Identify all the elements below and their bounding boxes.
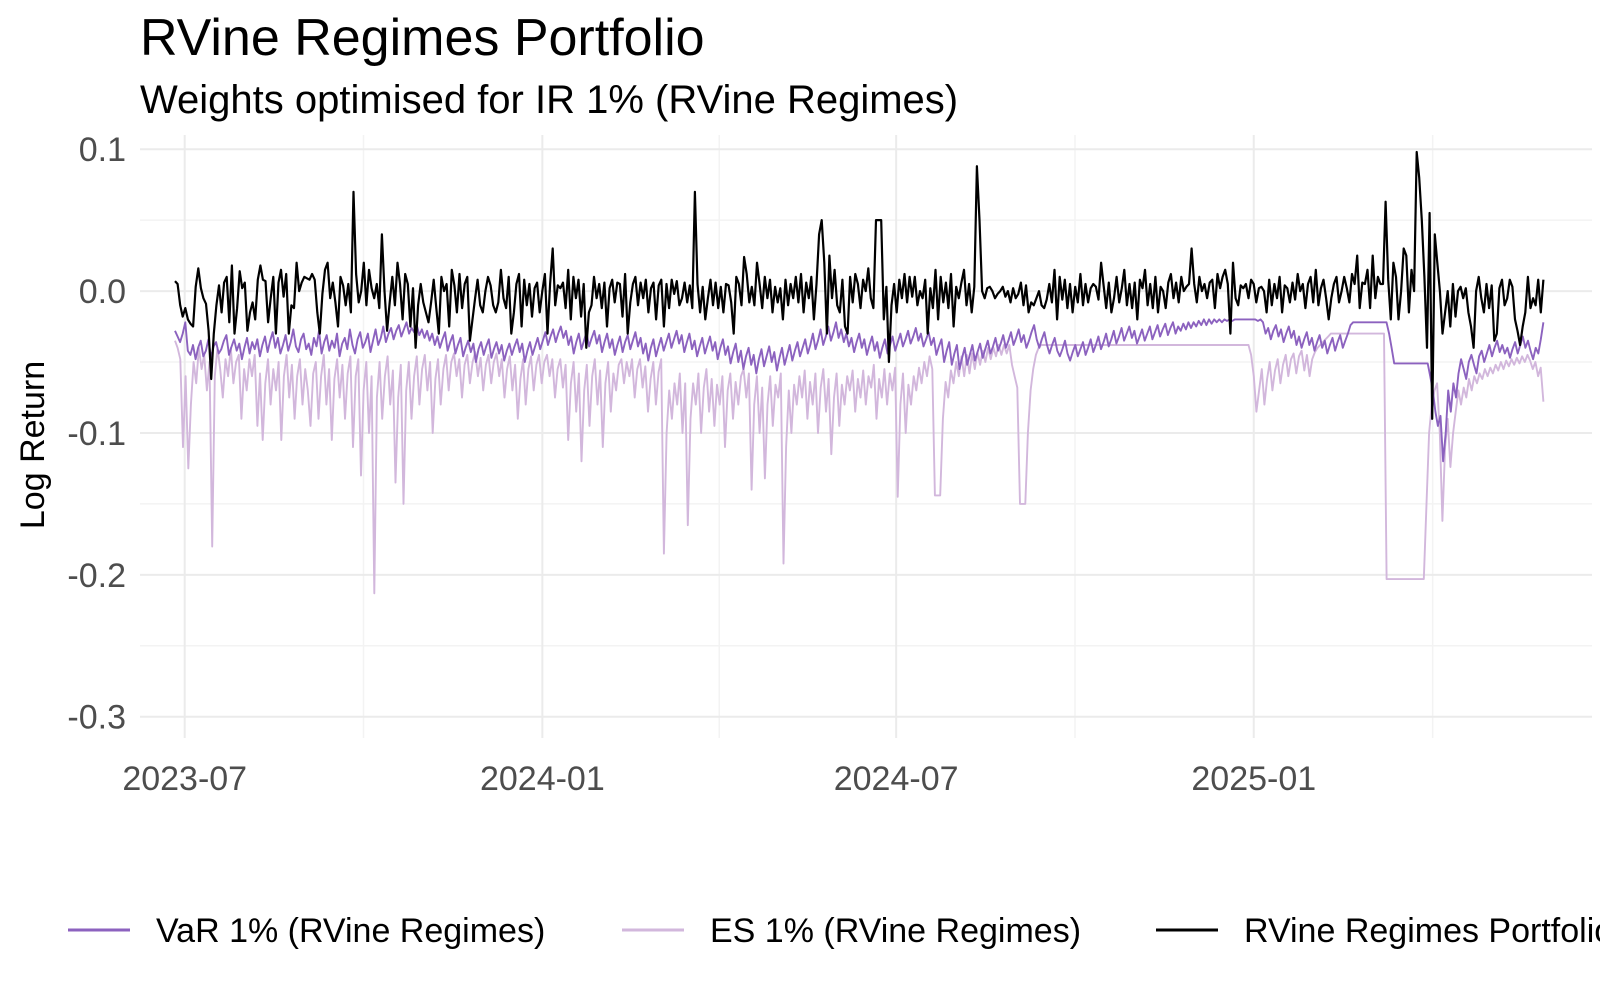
series-line-0 <box>174 318 1545 463</box>
legend-label: RVine Regimes Portfolio <box>1244 912 1600 950</box>
legend-label: ES 1% (RVine Regimes) <box>710 912 1081 950</box>
y-tick-label: -0.1 <box>67 415 126 453</box>
legend: VaR 1% (RVine Regimes) ES 1% (RVine Regim… <box>68 912 1600 950</box>
chart-title: RVine Regimes Portfolio <box>140 9 705 67</box>
y-tick-label: 0.0 <box>79 273 126 311</box>
legend-item: RVine Regimes Portfolio <box>1156 912 1600 950</box>
x-tick-label: 2024-07 <box>834 760 959 798</box>
series-line-1 <box>174 332 1545 595</box>
y-axis-title: Log Return <box>14 361 52 529</box>
x-tick-labels: 2023-07 2024-01 2024-07 2025-01 <box>122 760 1316 798</box>
legend-label: VaR 1% (RVine Regimes) <box>156 912 545 950</box>
x-tick-label: 2023-07 <box>122 760 247 798</box>
chart-subtitle: Weights optimised for IR 1% (RVine Regim… <box>140 78 958 122</box>
x-tick-label: 2024-01 <box>480 760 605 798</box>
legend-item: ES 1% (RVine Regimes) <box>622 912 1081 950</box>
series-lines <box>174 150 1545 595</box>
minor-gridlines <box>140 135 1592 738</box>
y-tick-label: -0.2 <box>67 557 126 595</box>
y-tick-label: 0.1 <box>79 131 126 169</box>
y-tick-label: -0.3 <box>67 699 126 737</box>
series-line-2 <box>174 150 1545 420</box>
y-tick-labels: 0.1 0.0 -0.1 -0.2 -0.3 <box>67 131 126 737</box>
x-tick-label: 2025-01 <box>1191 760 1316 798</box>
legend-item: VaR 1% (RVine Regimes) <box>68 912 545 950</box>
major-gridlines <box>140 135 1592 738</box>
